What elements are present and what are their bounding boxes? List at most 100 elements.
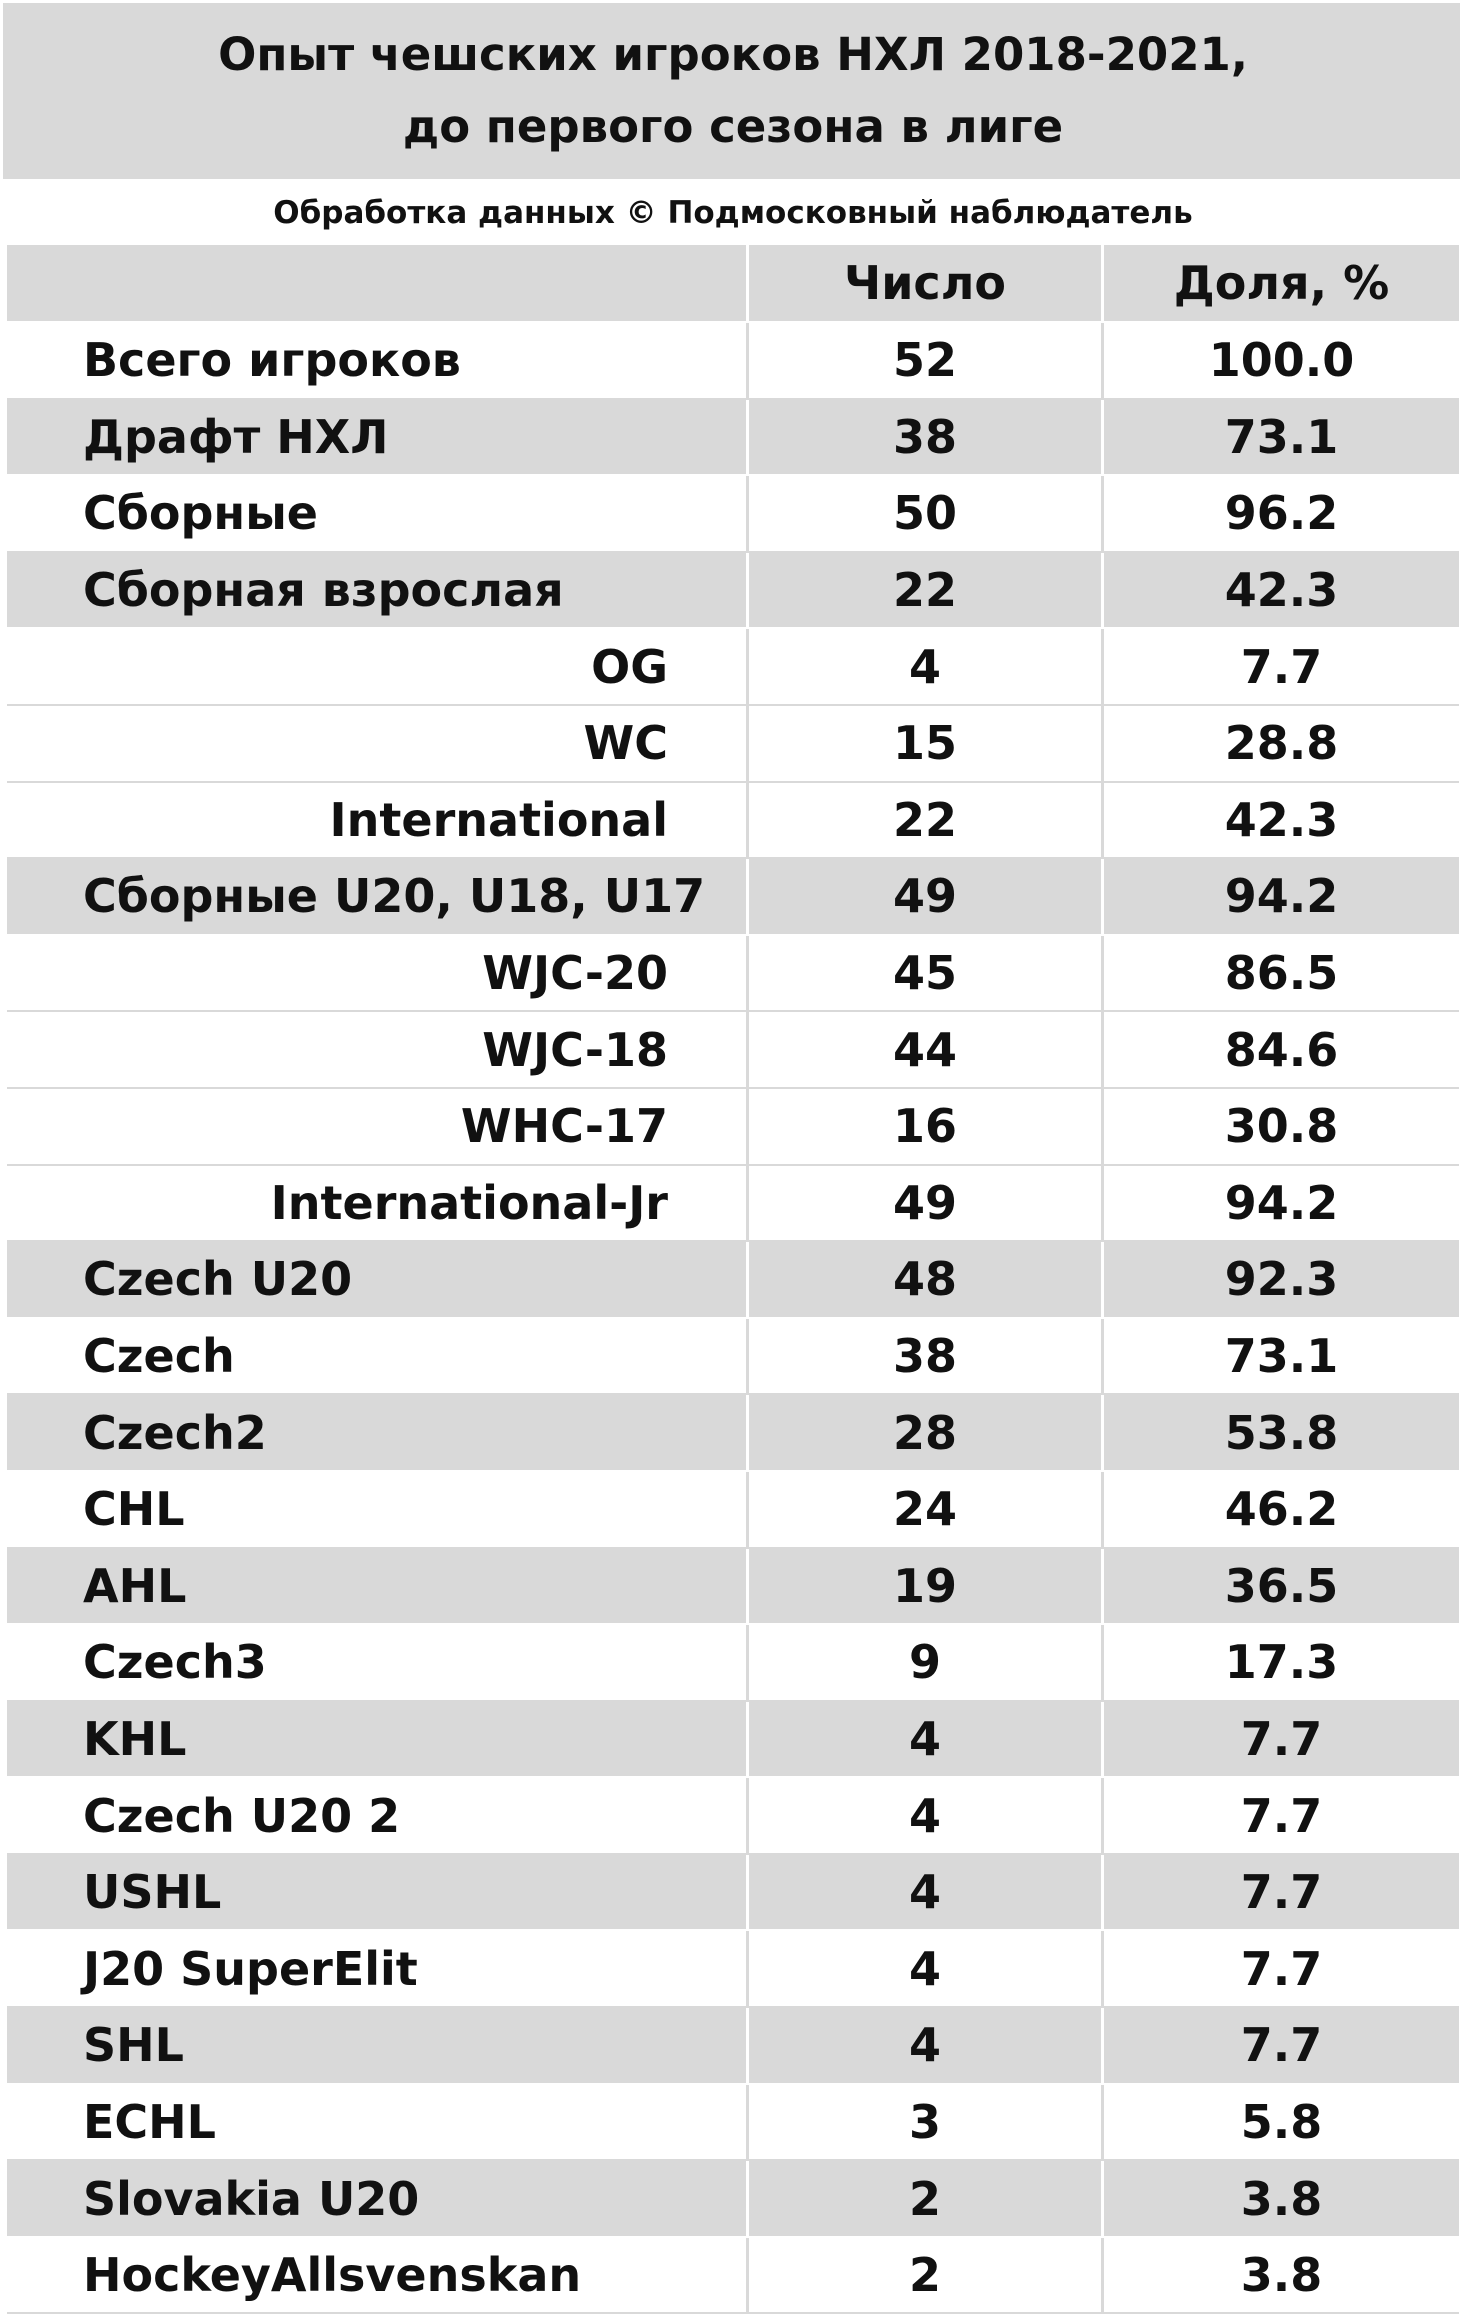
table-row: AHL 19 36.5: [7, 1548, 1459, 1626]
row-count: 22: [749, 552, 1104, 628]
row-count: 48: [749, 1242, 1104, 1317]
row-label: International: [7, 782, 749, 858]
row-count: 50: [749, 476, 1104, 551]
row-label: WJC-20: [7, 935, 749, 1011]
row-share: 73.1: [1224, 1329, 1339, 1384]
row-count: 4: [749, 1701, 1104, 1777]
row-label: J20 SuperElit: [7, 1931, 749, 2007]
row-label: International-Jr: [7, 1165, 749, 1241]
row-share: 7.7: [1240, 1865, 1323, 1920]
table-row: WJC-18 44 84.6: [7, 1012, 1459, 1089]
row-label: CHL: [7, 1471, 749, 1547]
row-label: Сборная взрослая: [7, 552, 749, 628]
table-row: Slovakia U20 2 3.8: [7, 2161, 1459, 2238]
row-label: Czech U20 2: [7, 1778, 749, 1853]
row-label: Czech2: [7, 1395, 749, 1470]
row-count: 4: [749, 1854, 1104, 1930]
header-count: Число: [749, 245, 1104, 321]
row-count: 45: [749, 935, 1104, 1011]
row-share: 17.3: [1224, 1635, 1339, 1690]
table-row: WHC-17 16 30.8: [7, 1088, 1459, 1166]
row-label: Czech3: [7, 1625, 749, 1700]
row-share: 84.6: [1224, 1022, 1339, 1077]
row-count: 4: [749, 629, 1104, 704]
table-row: J20 SuperElit 4 7.7: [7, 1931, 1459, 2009]
row-share: 94.2: [1224, 1175, 1339, 1230]
row-share: 42.3: [1224, 792, 1339, 847]
table-row: HockeyAllsvenskan 2 3.8: [7, 2237, 1459, 2315]
row-count: 15: [749, 705, 1104, 781]
table-row: ECHL 3 5.8: [7, 2084, 1459, 2162]
table-row: Сборные 50 96.2: [7, 476, 1459, 553]
table-row: Czech2 28 53.8: [7, 1395, 1459, 1472]
row-share: 86.5: [1224, 946, 1339, 1001]
row-share: 92.3: [1224, 1252, 1339, 1307]
row-count: 2: [749, 2237, 1104, 2313]
title-block: Опыт чешских игроков НХЛ 2018-2021, до п…: [3, 3, 1460, 181]
table-row: WC 15 28.8: [7, 705, 1459, 783]
table-row: USHL 4 7.7: [7, 1854, 1459, 1932]
row-count: 49: [749, 1165, 1104, 1241]
row-share: 7.7: [1240, 1711, 1323, 1766]
header-share: Доля, %: [1173, 256, 1390, 310]
table-row: International 22 42.3: [7, 782, 1459, 860]
table-row: OG 4 7.7: [7, 629, 1459, 706]
row-label: Czech: [7, 1318, 749, 1394]
row-label: Драфт НХЛ: [7, 399, 749, 475]
row-share: 7.7: [1240, 639, 1323, 694]
row-label: WHC-17: [7, 1088, 749, 1164]
row-count: 4: [749, 2008, 1104, 2083]
row-label: Czech U20: [7, 1242, 749, 1317]
row-share: 7.7: [1240, 2018, 1323, 2073]
row-label: WC: [7, 705, 749, 781]
row-label: SHL: [7, 2008, 749, 2083]
row-label: Сборные U20, U18, U17: [7, 859, 749, 934]
table-row: International-Jr 49 94.2: [7, 1165, 1459, 1243]
row-count: 4: [749, 1931, 1104, 2007]
table-title-line-1: Опыт чешских игроков НХЛ 2018-2021,: [218, 28, 1248, 81]
table-row: Czech 38 73.1: [7, 1318, 1459, 1396]
row-share: 7.7: [1240, 1788, 1323, 1843]
header-label: [7, 245, 749, 321]
row-share: 36.5: [1224, 1558, 1339, 1613]
row-count: 44: [749, 1012, 1104, 1087]
row-share: 5.8: [1240, 2094, 1323, 2149]
row-share: 30.8: [1224, 1099, 1339, 1154]
row-share: 3.8: [1240, 2248, 1323, 2303]
row-count: 2: [749, 2161, 1104, 2236]
row-count: 52: [749, 323, 1104, 398]
row-count: 22: [749, 782, 1104, 858]
table-row: Czech U20 2 4 7.7: [7, 1778, 1459, 1855]
source-credit: Обработка данных © Подмосковный наблюдат…: [3, 183, 1460, 243]
row-count: 49: [749, 859, 1104, 934]
row-label: WJC-18: [7, 1012, 749, 1087]
row-label: Всего игроков: [7, 323, 749, 398]
table-row: Czech U20 48 92.3: [7, 1242, 1459, 1319]
table-row: Сборные U20, U18, U17 49 94.2: [7, 859, 1459, 936]
row-count: 3: [749, 2084, 1104, 2160]
row-share: 28.8: [1224, 716, 1339, 771]
table-row: SHL 4 7.7: [7, 2008, 1459, 2085]
row-count: 38: [749, 1318, 1104, 1394]
table-row: WJC-20 45 86.5: [7, 935, 1459, 1013]
row-share: 94.2: [1224, 869, 1339, 924]
row-count: 19: [749, 1548, 1104, 1624]
row-count: 38: [749, 399, 1104, 475]
row-share: 42.3: [1224, 563, 1339, 618]
row-share: 100.0: [1208, 333, 1355, 388]
table-row: Сборная взрослая 22 42.3: [7, 552, 1459, 630]
table-row: Czech3 9 17.3: [7, 1625, 1459, 1702]
row-count: 9: [749, 1625, 1104, 1700]
table-title-line-2: до первого сезона в лиге: [402, 100, 1064, 153]
row-share: 3.8: [1240, 2171, 1323, 2226]
row-share: 96.2: [1224, 486, 1339, 541]
row-label: AHL: [7, 1548, 749, 1624]
row-label: Slovakia U20: [7, 2161, 749, 2236]
row-label: OG: [7, 629, 749, 704]
row-share: 46.2: [1224, 1482, 1339, 1537]
row-count: 24: [749, 1471, 1104, 1547]
row-label: USHL: [7, 1854, 749, 1930]
table-header-row: Число Доля, %: [7, 245, 1459, 323]
row-count: 28: [749, 1395, 1104, 1470]
